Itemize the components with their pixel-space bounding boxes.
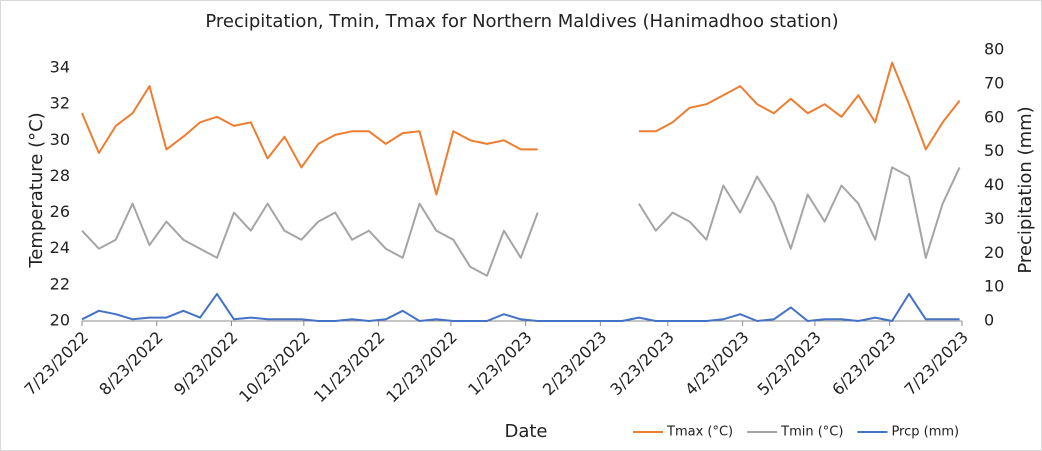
y2-tick-label: 30 (984, 209, 1004, 228)
y-axis-title: Temperature (°C) (26, 112, 47, 268)
y2-tick-label: 80 (984, 40, 1004, 59)
y-tick-label: 20 (50, 311, 70, 330)
legend-label: Tmax (°C) (666, 425, 733, 440)
y-tick-label: 34 (50, 58, 70, 77)
y2-tick-label: 60 (984, 107, 1004, 126)
y2-tick-label: 40 (984, 175, 1004, 194)
legend-label: Prcp (mm) (891, 425, 959, 440)
y2-tick-label: 0 (984, 311, 994, 330)
y2-tick-label: 10 (984, 277, 1004, 296)
data-line (81, 292, 960, 322)
x-axis-title: Date (504, 421, 547, 442)
y2-tick-label: 70 (984, 73, 1004, 92)
data-line (81, 61, 961, 196)
legend-label: Tmin (°C) (780, 425, 843, 440)
y2-tick-label: 50 (984, 141, 1004, 160)
y-tick-label: 30 (50, 130, 70, 149)
data-line (81, 166, 961, 277)
y2-tick-label: 20 (984, 243, 1004, 262)
y2-axis-title: Precipitation (mm) (1015, 106, 1036, 273)
y-tick-label: 26 (50, 202, 70, 221)
y-tick-label: 24 (50, 238, 70, 257)
y-tick-label: 22 (50, 274, 70, 293)
y-tick-label: 32 (50, 94, 70, 113)
chart-title: Precipitation, Tmin, Tmax for Northern M… (205, 11, 838, 32)
y-tick-label: 28 (50, 166, 70, 185)
